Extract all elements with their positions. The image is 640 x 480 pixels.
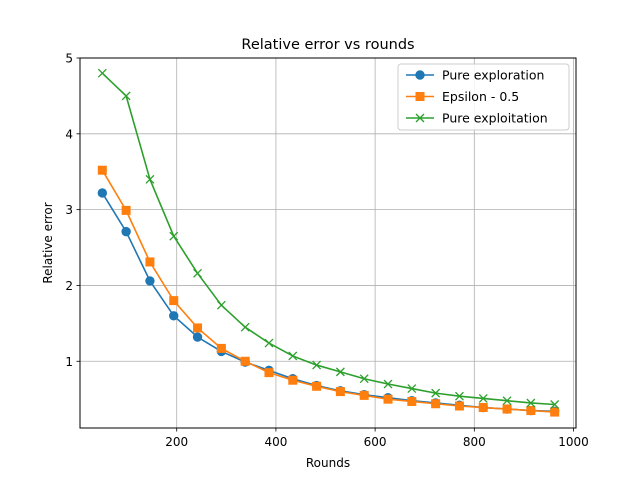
data-point xyxy=(240,322,250,332)
legend-item: Epsilon - 0.5 xyxy=(406,89,519,104)
data-point xyxy=(192,332,203,342)
data-point xyxy=(97,165,107,175)
data-point xyxy=(454,401,464,411)
legend: Pure exploration Epsilon - 0.5 Pure exploi… xyxy=(397,63,570,131)
x-tick-label: 200 xyxy=(165,435,188,449)
data-point xyxy=(454,391,464,401)
data-point xyxy=(478,393,488,403)
data-point xyxy=(502,396,512,406)
data-point xyxy=(121,226,131,237)
series-layer xyxy=(97,68,560,417)
data-point xyxy=(383,394,393,404)
series-2 xyxy=(97,68,560,409)
x-tick-label: 600 xyxy=(364,435,387,449)
data-point xyxy=(97,68,107,78)
y-tick-label: 4 xyxy=(65,127,73,141)
x-axis-label: Rounds xyxy=(306,456,350,470)
data-point xyxy=(169,231,179,241)
data-point xyxy=(335,367,345,377)
x-tick-label: 1000 xyxy=(558,435,589,449)
data-point xyxy=(359,390,369,400)
y-tick-label: 5 xyxy=(65,52,73,66)
data-point xyxy=(264,368,274,378)
data-point xyxy=(121,91,131,101)
data-point xyxy=(383,379,393,389)
data-point xyxy=(145,257,155,267)
ticks: 200 400 600 800 1000 1 2 3 4 5 xyxy=(65,52,588,450)
legend-label: Epsilon - 0.5 xyxy=(442,89,519,104)
data-point xyxy=(431,388,441,398)
legend-box xyxy=(397,63,570,131)
data-point xyxy=(288,375,298,385)
data-point xyxy=(550,400,560,409)
data-point xyxy=(193,268,203,278)
data-point xyxy=(97,188,108,198)
data-point xyxy=(145,276,155,286)
data-point xyxy=(216,343,226,353)
x-tick-label: 400 xyxy=(264,435,287,449)
data-point xyxy=(169,311,179,321)
legend-marker xyxy=(415,92,425,101)
legend-item: Pure exploitation xyxy=(406,111,548,126)
data-point xyxy=(431,399,441,409)
legend-item: Pure exploration xyxy=(406,68,544,83)
data-point xyxy=(359,374,369,384)
x-tick-label: 800 xyxy=(463,435,486,449)
data-point xyxy=(335,387,345,397)
data-point xyxy=(407,396,417,406)
series-line xyxy=(101,72,555,406)
y-axis-label: Relative error xyxy=(41,202,55,283)
y-tick-label: 3 xyxy=(65,203,73,217)
legend-marker xyxy=(415,70,425,80)
y-tick-label: 2 xyxy=(65,279,73,293)
data-point xyxy=(550,407,560,417)
data-point xyxy=(526,406,536,416)
legend-label: Pure exploration xyxy=(442,68,544,83)
data-point xyxy=(216,300,226,310)
plot-frame xyxy=(79,57,577,429)
data-point xyxy=(526,398,536,408)
data-point xyxy=(502,404,512,414)
data-point xyxy=(169,296,179,306)
data-point xyxy=(478,403,488,413)
data-point xyxy=(407,384,417,394)
data-point xyxy=(264,338,274,348)
data-point xyxy=(312,381,322,391)
data-point xyxy=(288,351,298,361)
data-point xyxy=(240,356,250,366)
data-point xyxy=(121,205,131,215)
legend-marker xyxy=(415,113,425,123)
data-point xyxy=(193,323,203,333)
data-point xyxy=(312,360,322,370)
legend-label: Pure exploitation xyxy=(442,111,548,126)
series-1 xyxy=(97,165,560,417)
chart-title: Relative error vs rounds xyxy=(241,37,414,53)
data-point xyxy=(145,174,155,184)
y-tick-label: 1 xyxy=(65,355,73,369)
